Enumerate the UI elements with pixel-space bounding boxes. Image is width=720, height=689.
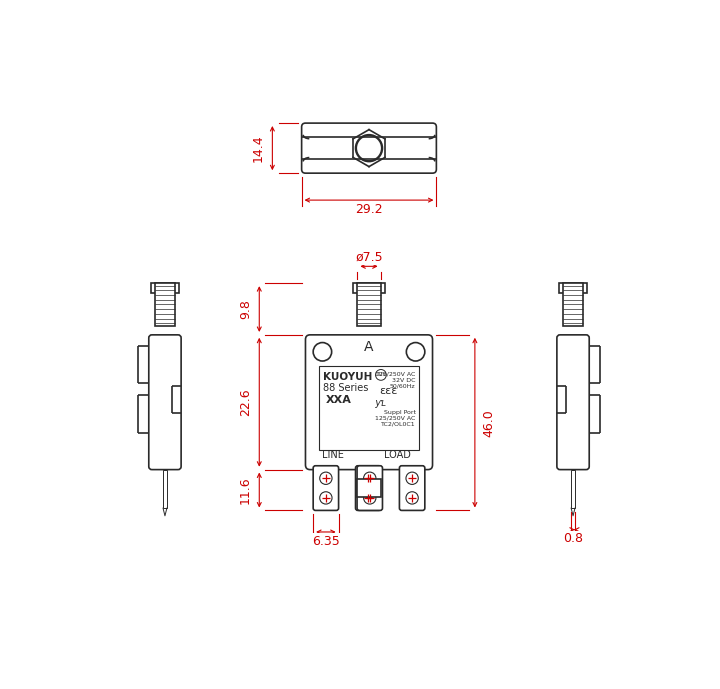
Bar — [353, 283, 385, 293]
FancyBboxPatch shape — [557, 335, 589, 470]
Text: 11.6: 11.6 — [239, 476, 252, 504]
Text: KUOYUH: KUOYUH — [323, 372, 372, 382]
Text: 9.8: 9.8 — [239, 299, 252, 319]
FancyBboxPatch shape — [357, 466, 382, 511]
FancyBboxPatch shape — [302, 123, 436, 173]
Text: TUV: TUV — [376, 372, 386, 378]
Circle shape — [406, 342, 425, 361]
Circle shape — [313, 342, 332, 361]
Circle shape — [362, 492, 374, 504]
Bar — [163, 470, 167, 508]
Bar — [151, 283, 179, 293]
Text: ø7.5: ø7.5 — [355, 251, 383, 264]
Text: 125/250V AC
 32V DC
50/60Hz: 125/250V AC 32V DC 50/60Hz — [375, 372, 415, 389]
Text: 22.6: 22.6 — [239, 389, 252, 416]
Bar — [563, 283, 582, 326]
Circle shape — [364, 472, 376, 484]
FancyBboxPatch shape — [149, 335, 181, 470]
Text: ƴʟ: ƴʟ — [375, 398, 387, 408]
Circle shape — [360, 479, 378, 497]
Circle shape — [406, 492, 418, 504]
Circle shape — [364, 492, 376, 504]
Bar — [156, 283, 175, 326]
Bar — [357, 479, 381, 497]
FancyBboxPatch shape — [400, 466, 425, 511]
Text: Suppl Port
125/250V AC
TC2/OL0C1: Suppl Port 125/250V AC TC2/OL0C1 — [375, 410, 415, 426]
Text: 88 Series: 88 Series — [323, 382, 369, 393]
FancyBboxPatch shape — [313, 466, 338, 511]
FancyBboxPatch shape — [305, 335, 433, 470]
Circle shape — [356, 135, 382, 161]
Text: A: A — [364, 340, 374, 354]
Bar — [571, 470, 575, 508]
Bar — [357, 283, 381, 326]
Bar — [559, 283, 587, 293]
Bar — [320, 366, 418, 451]
Text: εεε: εεε — [379, 386, 398, 395]
Text: XXA: XXA — [325, 395, 351, 405]
Text: 29.2: 29.2 — [355, 203, 383, 216]
Text: 0.8: 0.8 — [563, 533, 583, 546]
Circle shape — [376, 369, 387, 380]
Circle shape — [406, 472, 418, 484]
Text: 14.4: 14.4 — [252, 134, 265, 162]
Text: LINE: LINE — [323, 451, 344, 460]
Text: 6.35: 6.35 — [312, 535, 340, 548]
Text: 46.0: 46.0 — [482, 409, 495, 437]
Circle shape — [320, 492, 332, 504]
Text: LOAD: LOAD — [384, 451, 410, 460]
Circle shape — [320, 472, 332, 484]
Circle shape — [362, 472, 374, 484]
FancyBboxPatch shape — [356, 466, 381, 511]
